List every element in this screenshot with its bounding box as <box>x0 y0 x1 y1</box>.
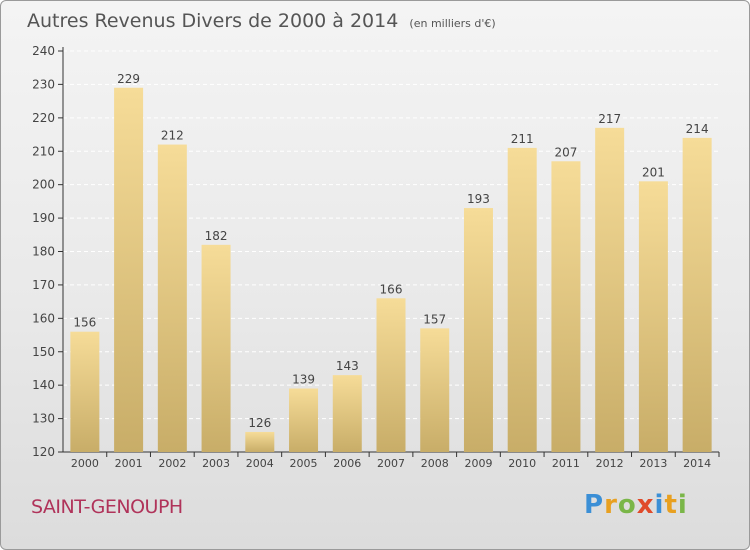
data-label: 143 <box>336 359 359 373</box>
data-label: 193 <box>467 192 490 206</box>
bar <box>638 181 668 452</box>
y-tick-label: 190 <box>32 211 55 225</box>
data-label: 166 <box>380 282 403 296</box>
data-label: 211 <box>511 132 534 146</box>
proxiti-logo: Proxiti <box>584 490 688 520</box>
data-label: 229 <box>117 72 140 86</box>
bar <box>201 244 231 452</box>
bar <box>507 147 537 453</box>
chart-title: Autres Revenus Divers de 2000 à 2014 <box>27 10 399 32</box>
data-label: 217 <box>598 112 621 126</box>
x-tick-label: 2014 <box>683 457 711 470</box>
y-tick-label: 160 <box>32 311 55 325</box>
logo-letter: r <box>604 490 618 520</box>
bar <box>114 87 144 452</box>
data-label: 182 <box>205 229 228 243</box>
logo-letter: i <box>677 490 688 520</box>
x-tick-label: 2000 <box>71 457 99 470</box>
x-tick-label: 2011 <box>552 457 580 470</box>
x-tick-label: 2002 <box>158 457 186 470</box>
x-tick-label: 2008 <box>421 457 449 470</box>
commune-name: SAINT-GENOUPH <box>31 496 183 518</box>
x-tick-label: 2005 <box>290 457 318 470</box>
chart-title-block: Autres Revenus Divers de 2000 à 2014 (en… <box>27 10 496 32</box>
bar <box>420 328 450 452</box>
chart-unit: (en milliers d'€) <box>409 17 496 30</box>
x-tick-label: 2006 <box>333 457 361 470</box>
data-label: 139 <box>292 373 315 387</box>
logo-letter: o <box>617 490 637 520</box>
logo-letter: x <box>636 490 655 520</box>
x-tick-label: 2010 <box>508 457 536 470</box>
bar <box>157 144 187 453</box>
bar <box>70 331 100 452</box>
data-label: 156 <box>73 316 96 330</box>
bar <box>289 388 319 452</box>
x-tick-label: 2001 <box>115 457 143 470</box>
y-tick-label: 180 <box>32 245 55 259</box>
y-tick-label: 130 <box>32 412 55 426</box>
bar <box>595 127 625 452</box>
logo-letter: i <box>654 490 665 520</box>
y-tick-label: 220 <box>32 111 55 125</box>
data-label: 212 <box>161 129 184 143</box>
y-tick-label: 200 <box>32 178 55 192</box>
y-tick-label: 140 <box>32 378 55 392</box>
y-tick-label: 240 <box>32 44 55 58</box>
bar <box>463 208 493 452</box>
logo-letter: P <box>584 490 605 520</box>
x-tick-label: 2009 <box>464 457 492 470</box>
data-label: 214 <box>686 122 709 136</box>
data-label: 126 <box>248 416 271 430</box>
x-tick-label: 2012 <box>596 457 624 470</box>
x-tick-label: 2013 <box>639 457 667 470</box>
data-label: 201 <box>642 165 665 179</box>
data-label: 207 <box>554 145 577 159</box>
y-tick-label: 230 <box>32 77 55 91</box>
y-tick-label: 120 <box>32 445 55 459</box>
bar <box>551 161 581 452</box>
y-tick-label: 170 <box>32 278 55 292</box>
bar <box>245 431 275 452</box>
logo-letter: t <box>664 490 678 520</box>
bar <box>332 375 362 452</box>
bar <box>376 298 406 452</box>
bar <box>682 137 712 452</box>
y-tick-label: 150 <box>32 345 55 359</box>
x-tick-label: 2003 <box>202 457 230 470</box>
data-label: 157 <box>423 312 446 326</box>
x-tick-label: 2004 <box>246 457 274 470</box>
x-tick-label: 2007 <box>377 457 405 470</box>
y-tick-label: 210 <box>32 144 55 158</box>
